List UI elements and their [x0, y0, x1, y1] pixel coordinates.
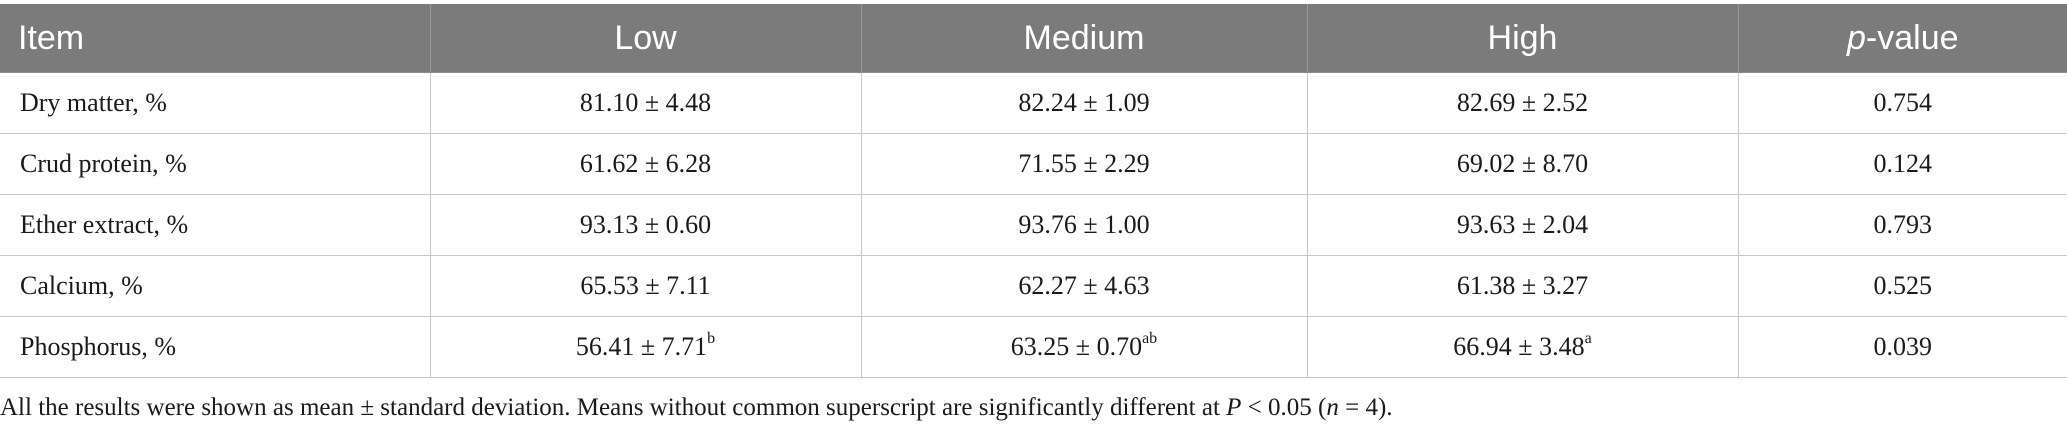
table-row: Calcium, % 65.53 ± 7.11 62.27 ± 4.63 61.… — [0, 255, 2067, 317]
cell-high: 82.69 ± 2.52 — [1306, 72, 1739, 134]
cell-pvalue: 0.754 — [1737, 72, 2067, 134]
cell-pvalue: 0.039 — [1737, 316, 2067, 378]
cell-low: 61.62 ± 6.28 — [429, 133, 862, 195]
cell-low-value: 93.13 ± 0.60 — [579, 210, 712, 239]
cell-high-value: 66.94 ± 3.48 — [1453, 332, 1585, 361]
footnote-text-3: = 4). — [1338, 394, 1393, 421]
cell-medium: 82.24 ± 1.09 — [860, 72, 1308, 134]
cell-low-value: 56.41 ± 7.71 — [575, 332, 708, 361]
footnote-text-2: < 0.05 ( — [1241, 394, 1327, 421]
cell-item: Calcium, % — [0, 255, 431, 317]
header-low: Low — [429, 4, 862, 73]
cell-medium-value: 62.27 ± 4.63 — [1018, 271, 1150, 300]
cell-medium-sup: ab — [1142, 330, 1158, 348]
cell-medium-value: 63.25 ± 0.70 — [1010, 332, 1143, 361]
cell-medium-value: 82.24 ± 1.09 — [1018, 88, 1150, 117]
cell-high: 66.94 ± 3.48a — [1306, 316, 1739, 378]
cell-medium-value: 93.76 ± 1.00 — [1018, 210, 1150, 239]
table-header: Item Low Medium High p-value — [0, 4, 2067, 73]
footnote-p-symbol: P — [1226, 394, 1242, 421]
table-row: Phosphorus, % 56.41 ± 7.71b 63.25 ± 0.70… — [0, 316, 2067, 378]
footnote-text-1: All the results were shown as mean ± sta… — [0, 394, 1227, 421]
cell-medium: 63.25 ± 0.70ab — [860, 316, 1308, 378]
results-table: Item Low Medium High p-value Dry matter,… — [0, 4, 2067, 378]
cell-medium: 93.76 ± 1.00 — [860, 194, 1308, 256]
cell-medium: 62.27 ± 4.63 — [860, 255, 1308, 317]
results-table-container: Item Low Medium High p-value Dry matter,… — [0, 4, 2067, 378]
table-row: Dry matter, % 81.10 ± 4.48 82.24 ± 1.09 … — [0, 72, 2067, 134]
header-high: High — [1306, 4, 1739, 73]
table-body: Dry matter, % 81.10 ± 4.48 82.24 ± 1.09 … — [0, 72, 2067, 378]
cell-pvalue: 0.525 — [1737, 255, 2067, 317]
cell-low: 93.13 ± 0.60 — [429, 194, 862, 256]
table-footnote: All the results were shown as mean ± sta… — [0, 394, 1393, 422]
table-row: Ether extract, % 93.13 ± 0.60 93.76 ± 1.… — [0, 194, 2067, 256]
cell-medium: 71.55 ± 2.29 — [860, 133, 1308, 195]
cell-pvalue: 0.124 — [1737, 133, 2067, 195]
cell-low: 56.41 ± 7.71b — [429, 316, 862, 378]
header-pvalue-italic: p — [1846, 18, 1866, 57]
cell-medium-value: 71.55 ± 2.29 — [1018, 149, 1150, 178]
cell-high: 93.63 ± 2.04 — [1306, 194, 1739, 256]
cell-item: Dry matter, % — [0, 72, 431, 134]
cell-high: 61.38 ± 3.27 — [1306, 255, 1739, 317]
cell-low: 65.53 ± 7.11 — [429, 255, 862, 317]
cell-pvalue: 0.793 — [1737, 194, 2067, 256]
cell-item: Crud protein, % — [0, 133, 431, 195]
header-pvalue-rest: -value — [1865, 18, 1959, 57]
cell-low-value: 81.10 ± 4.48 — [579, 88, 712, 117]
footnote-n-symbol: n — [1326, 394, 1339, 421]
cell-high: 69.02 ± 8.70 — [1306, 133, 1739, 195]
header-pvalue: p-value — [1737, 4, 2067, 73]
cell-high-value: 61.38 ± 3.27 — [1456, 271, 1589, 300]
header-item: Item — [0, 4, 431, 73]
cell-low-value: 61.62 ± 6.28 — [579, 149, 712, 178]
cell-item: Phosphorus, % — [0, 316, 431, 378]
cell-low-value: 65.53 ± 7.11 — [580, 271, 711, 300]
cell-item: Ether extract, % — [0, 194, 431, 256]
cell-low-sup: b — [707, 330, 716, 348]
header-row: Item Low Medium High p-value — [0, 4, 2067, 73]
cell-high-value: 93.63 ± 2.04 — [1456, 210, 1589, 239]
cell-high-value: 82.69 ± 2.52 — [1456, 88, 1589, 117]
header-medium: Medium — [860, 4, 1308, 73]
cell-low: 81.10 ± 4.48 — [429, 72, 862, 134]
table-row: Crud protein, % 61.62 ± 6.28 71.55 ± 2.2… — [0, 133, 2067, 195]
cell-high-value: 69.02 ± 8.70 — [1456, 149, 1589, 178]
cell-high-sup: a — [1584, 330, 1592, 348]
